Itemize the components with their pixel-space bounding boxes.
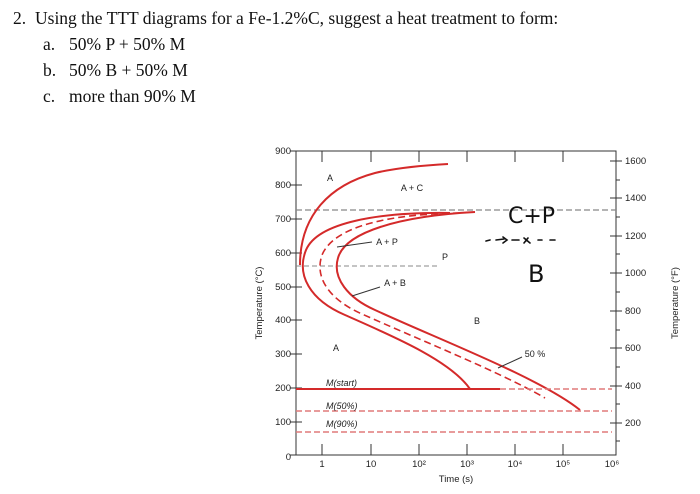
right-tick-label: 1600 bbox=[625, 156, 646, 167]
plot-frame bbox=[295, 150, 617, 456]
proeutectoid-curve bbox=[299, 163, 449, 266]
option-b-text: 50% B + 50% M bbox=[69, 60, 188, 80]
label-m-start: M(start) bbox=[326, 378, 357, 388]
x-tick-label: 1 bbox=[319, 459, 324, 470]
option-a-text: 50% P + 50% M bbox=[69, 34, 186, 54]
left-axis-title: Temperature (°C) bbox=[254, 267, 265, 340]
label-a-plus-p: A + P bbox=[376, 237, 398, 247]
label-a-plus-c: A + C bbox=[401, 183, 424, 193]
fifty-percent-curve bbox=[319, 212, 546, 399]
right-axis-title: Temperature (°F) bbox=[670, 267, 681, 339]
left-tick-label: 500 bbox=[275, 282, 291, 293]
x-tick-label: 10⁶ bbox=[605, 459, 620, 470]
leader-a-plus-p bbox=[336, 241, 373, 248]
right-tick-label: 800 bbox=[625, 306, 641, 317]
left-tick-label: 300 bbox=[275, 349, 291, 360]
leader-fifty-percent bbox=[497, 356, 523, 369]
label-a-low: A bbox=[333, 343, 339, 353]
option-b: b. 50% B + 50% M bbox=[43, 58, 188, 82]
label-m-90: M(90%) bbox=[326, 419, 358, 429]
x-tick-label: 10³ bbox=[460, 459, 474, 470]
x-tick-label: 10 bbox=[366, 459, 377, 470]
x-tick-label: 10⁴ bbox=[508, 459, 523, 470]
right-tick-label: 600 bbox=[625, 343, 641, 354]
left-tick-label: 800 bbox=[275, 180, 291, 191]
handwritten-b: B bbox=[528, 260, 544, 288]
left-tick-label: 0 bbox=[286, 452, 291, 463]
question-body: Using the TTT diagrams for a Fe-1.2%C, s… bbox=[35, 8, 559, 28]
question-text: 2. Using the TTT diagrams for a Fe-1.2%C,… bbox=[13, 6, 558, 30]
option-b-label: b. bbox=[43, 60, 57, 80]
right-tick-label: 1000 bbox=[625, 268, 646, 279]
transformation-start-curve bbox=[301, 211, 471, 390]
option-a: a. 50% P + 50% M bbox=[43, 32, 185, 56]
left-tick-label: 600 bbox=[275, 248, 291, 259]
option-c-label: c. bbox=[43, 86, 56, 106]
x-axis-ticks bbox=[321, 151, 564, 455]
left-tick-label: 400 bbox=[275, 315, 291, 326]
left-tick-label: 900 bbox=[275, 146, 291, 157]
label-m-50: M(50%) bbox=[326, 401, 358, 411]
transformation-end-curve bbox=[335, 211, 581, 411]
left-axis-ticks bbox=[290, 150, 302, 456]
label-a-top: A bbox=[327, 173, 333, 183]
option-c: c. more than 90% M bbox=[43, 84, 196, 108]
left-tick-label: 700 bbox=[275, 214, 291, 225]
x-tick-label: 10² bbox=[412, 459, 426, 470]
right-tick-label: 1200 bbox=[625, 231, 646, 242]
question-number: 2. bbox=[13, 8, 27, 28]
leader-a-plus-b bbox=[351, 286, 381, 297]
x-axis-title: Time (s) bbox=[439, 474, 473, 485]
right-tick-label: 200 bbox=[625, 418, 641, 429]
left-tick-label: 100 bbox=[275, 417, 291, 428]
label-fifty-percent: 50 % bbox=[525, 349, 546, 359]
label-p: P bbox=[442, 252, 448, 262]
left-tick-label: 200 bbox=[275, 383, 291, 394]
option-c-text: more than 90% M bbox=[69, 86, 196, 106]
label-a-plus-b: A + B bbox=[384, 278, 406, 288]
label-b: B bbox=[474, 316, 480, 326]
right-tick-label: 400 bbox=[625, 381, 641, 392]
right-tick-label: 1400 bbox=[625, 193, 646, 204]
right-axis-ticks bbox=[610, 160, 622, 442]
x-tick-label: 10⁵ bbox=[556, 459, 571, 470]
option-a-label: a. bbox=[43, 34, 56, 54]
handwritten-c-plus-p: C+P bbox=[508, 204, 555, 229]
handwritten-arrow bbox=[485, 236, 556, 244]
